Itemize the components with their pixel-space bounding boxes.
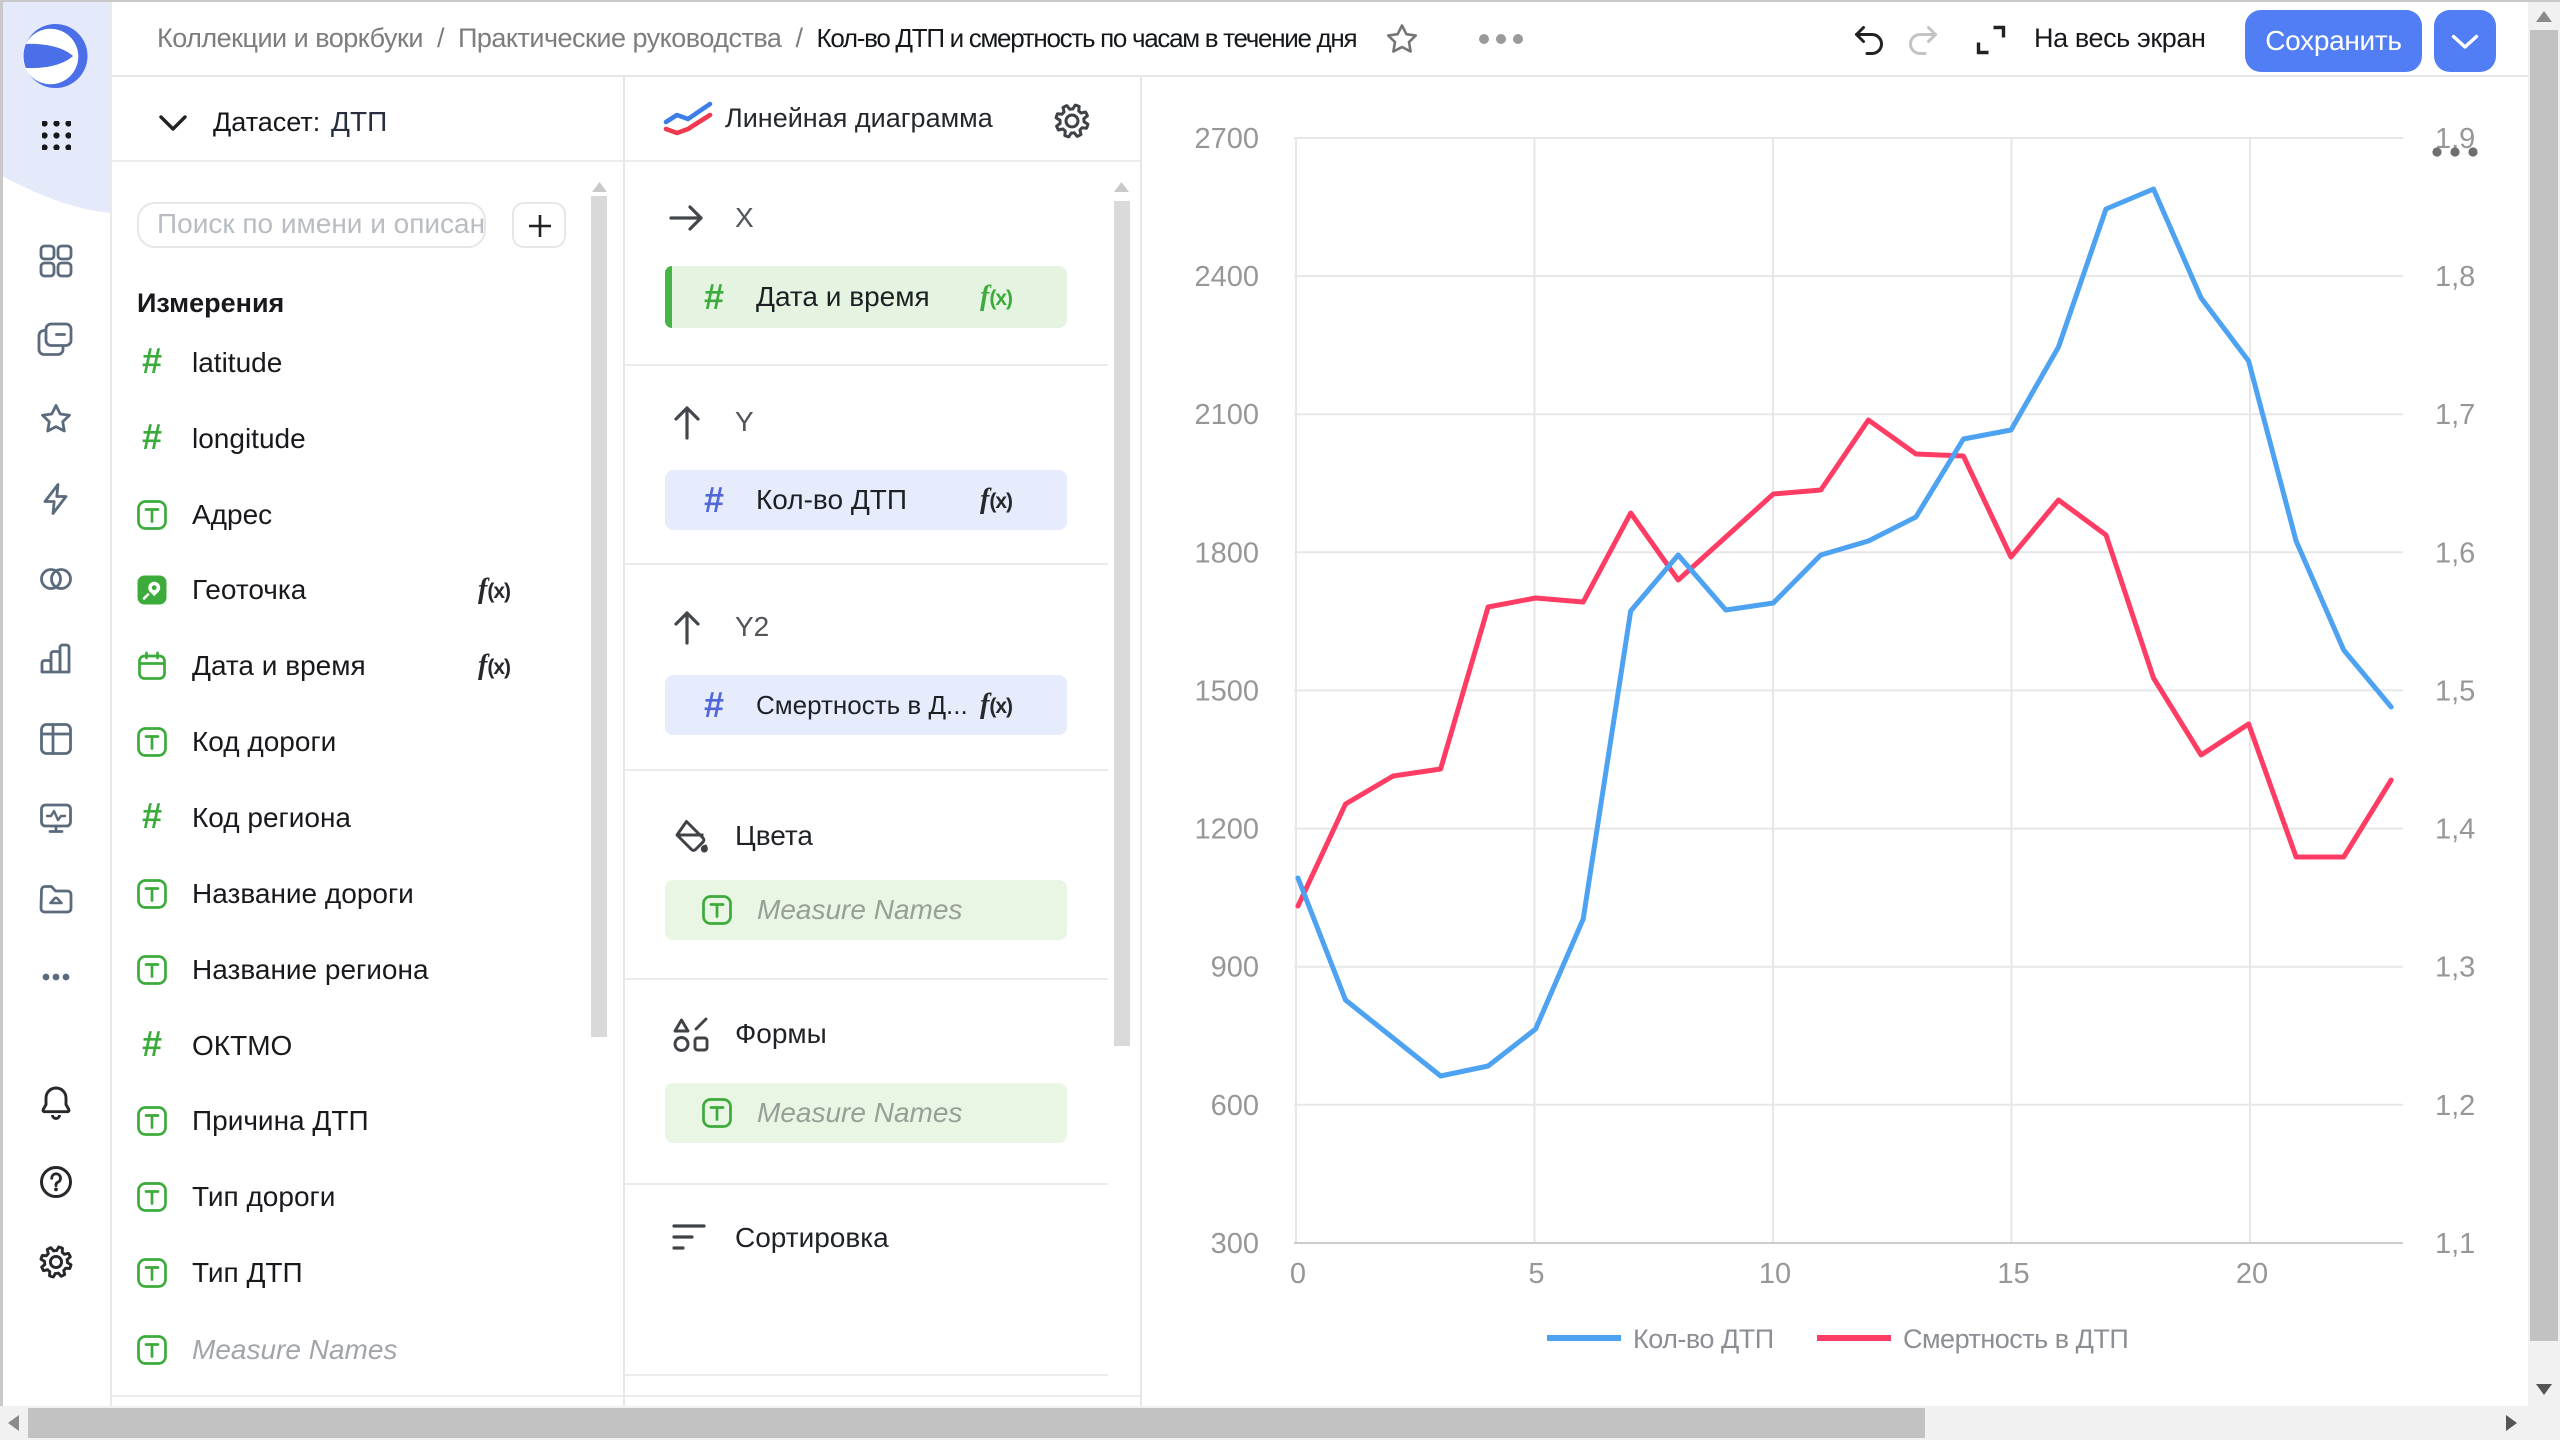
svg-text:600: 600 xyxy=(1211,1090,1259,1122)
svg-text:1,5: 1,5 xyxy=(2435,675,2475,707)
svg-text:15: 15 xyxy=(1997,1258,2029,1290)
svg-text:1,1: 1,1 xyxy=(2435,1228,2475,1260)
svg-text:1800: 1800 xyxy=(1194,537,1259,569)
svg-text:1,2: 1,2 xyxy=(2435,1090,2475,1122)
svg-text:1,3: 1,3 xyxy=(2435,952,2475,984)
svg-text:Кол-во ДТП: Кол-во ДТП xyxy=(1633,1324,1774,1354)
svg-text:1,8: 1,8 xyxy=(2435,261,2475,293)
svg-text:2700: 2700 xyxy=(1194,123,1259,155)
svg-text:20: 20 xyxy=(2236,1258,2268,1290)
svg-text:2100: 2100 xyxy=(1194,399,1259,431)
svg-text:2400: 2400 xyxy=(1194,261,1259,293)
svg-text:0: 0 xyxy=(1290,1258,1306,1290)
svg-text:10: 10 xyxy=(1759,1258,1791,1290)
svg-text:Смертность в ДТП: Смертность в ДТП xyxy=(1903,1324,2128,1354)
svg-text:1200: 1200 xyxy=(1194,814,1259,846)
svg-text:5: 5 xyxy=(1528,1258,1544,1290)
svg-text:900: 900 xyxy=(1211,952,1259,984)
svg-text:1,4: 1,4 xyxy=(2435,814,2475,846)
svg-text:1500: 1500 xyxy=(1194,675,1259,707)
svg-text:300: 300 xyxy=(1211,1228,1259,1260)
svg-text:1,7: 1,7 xyxy=(2435,399,2475,431)
svg-text:1,6: 1,6 xyxy=(2435,537,2475,569)
